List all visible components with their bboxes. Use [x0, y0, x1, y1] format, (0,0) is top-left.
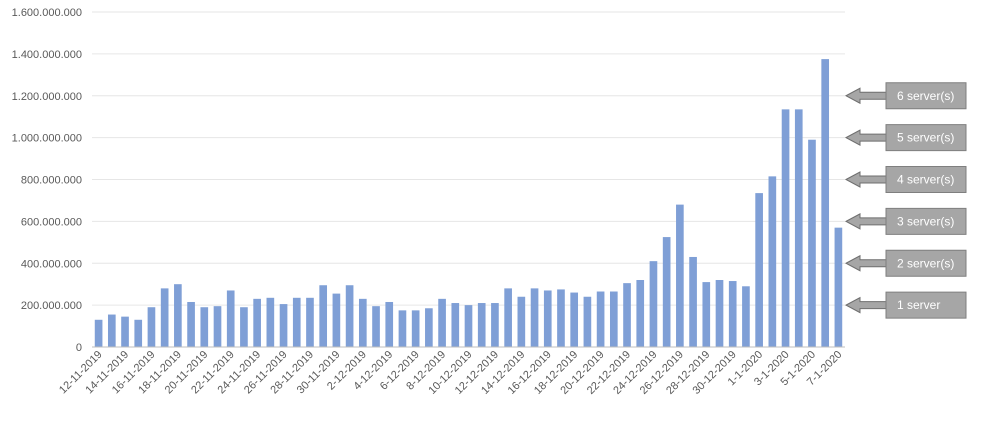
- bar: [781, 109, 790, 347]
- bar: [160, 288, 169, 347]
- bar: [504, 288, 512, 347]
- bar: [596, 291, 605, 347]
- bar: [200, 307, 209, 347]
- bar: [649, 261, 658, 347]
- x-axis-tick-labels: 12-11-201914-11-201916-11-201918-11-2019…: [57, 349, 844, 397]
- bar: [147, 307, 156, 347]
- callout-arrow-icon: [844, 87, 887, 105]
- bar: [134, 319, 143, 347]
- bar: [755, 193, 763, 347]
- callout-box: [885, 166, 967, 193]
- y-tick-label: 1.600.000.000: [12, 7, 82, 19]
- server-callout: 2 server(s): [844, 249, 967, 277]
- callout-box: [885, 207, 967, 235]
- y-axis-tick-labels: 0 200.000.000 400.000.000 600.000.000 800.00…: [12, 7, 82, 354]
- callout-label: 2 server(s): [897, 256, 954, 270]
- bar-series: [94, 59, 843, 347]
- bar: [438, 298, 446, 347]
- server-callout: 5 server(s): [844, 124, 967, 152]
- bar: [425, 308, 433, 347]
- bar: [794, 109, 803, 347]
- y-tick-label: 0: [76, 342, 82, 354]
- bar: [570, 292, 579, 347]
- bar: [292, 297, 301, 347]
- callout-arrow-icon: [844, 254, 887, 272]
- bar: [226, 290, 235, 347]
- bar: [345, 285, 354, 347]
- server-callout: 3 server(s): [844, 207, 967, 235]
- bar: [240, 307, 248, 347]
- bar: [253, 298, 261, 347]
- y-tick-label: 800.000.000: [21, 175, 82, 187]
- callout-arrow-icon: [844, 129, 887, 146]
- bar: [332, 293, 341, 347]
- bar: [107, 314, 116, 347]
- callout-label: 4 server(s): [897, 173, 954, 187]
- bar: [557, 289, 565, 347]
- bar: [808, 139, 816, 347]
- bar: [266, 297, 275, 347]
- bar: [213, 306, 222, 347]
- bar: [768, 176, 777, 347]
- y-tick-label: 1.400.000.000: [12, 49, 82, 61]
- bar: [676, 204, 684, 347]
- bar: [477, 303, 486, 347]
- bar: [279, 304, 288, 347]
- bar: [530, 288, 539, 347]
- bar: [411, 310, 420, 347]
- bar: [728, 281, 737, 347]
- bar: [609, 291, 618, 347]
- callout-arrow-icon: [844, 296, 887, 314]
- bar: [398, 310, 407, 347]
- gridlines: [92, 11, 845, 306]
- bar: [834, 227, 843, 347]
- server-callout: 4 server(s): [844, 166, 967, 193]
- bar: [491, 303, 499, 347]
- bar: [583, 296, 592, 347]
- bar: [94, 319, 103, 347]
- y-tick-label: 1.000.000.000: [12, 133, 82, 145]
- bar: [821, 59, 830, 347]
- bar: [623, 283, 631, 347]
- callout-box: [885, 124, 967, 152]
- bar: [715, 280, 724, 347]
- bar: [451, 303, 460, 347]
- bar: [662, 237, 671, 347]
- bar: [636, 280, 645, 347]
- y-tick-label: 600.000.000: [21, 216, 82, 228]
- bar: [372, 306, 380, 347]
- bar: [174, 284, 182, 347]
- callout-box: [885, 249, 967, 277]
- bar: [358, 298, 367, 347]
- y-tick-label: 400.000.000: [21, 258, 82, 270]
- callout-arrow-icon: [844, 213, 887, 230]
- bar: [689, 256, 697, 347]
- bar: [543, 290, 552, 347]
- bar: [306, 297, 314, 347]
- server-callout: 1 server: [844, 291, 967, 319]
- y-tick-label: 1.200.000.000: [12, 91, 82, 103]
- server-callouts: 6 server(s) 5 server(s) 4 server(s) 3 serve…: [844, 82, 967, 319]
- callout-arrow-icon: [844, 171, 887, 188]
- callout-label: 5 server(s): [897, 131, 954, 145]
- bar: [187, 301, 195, 347]
- callout-label: 1 server: [897, 298, 940, 312]
- bar: [464, 305, 473, 347]
- y-tick-label: 200.000.000: [21, 300, 82, 312]
- bar: [702, 282, 711, 347]
- callout-box: [885, 82, 967, 110]
- server-callout: 6 server(s): [844, 82, 967, 110]
- bar: [385, 301, 394, 347]
- bar: [517, 296, 526, 347]
- callout-label: 6 server(s): [897, 89, 954, 103]
- callout-label: 3 server(s): [897, 214, 954, 228]
- bar: [121, 316, 129, 347]
- callout-box: [885, 291, 967, 319]
- bar: [742, 286, 750, 347]
- bar: [319, 285, 328, 347]
